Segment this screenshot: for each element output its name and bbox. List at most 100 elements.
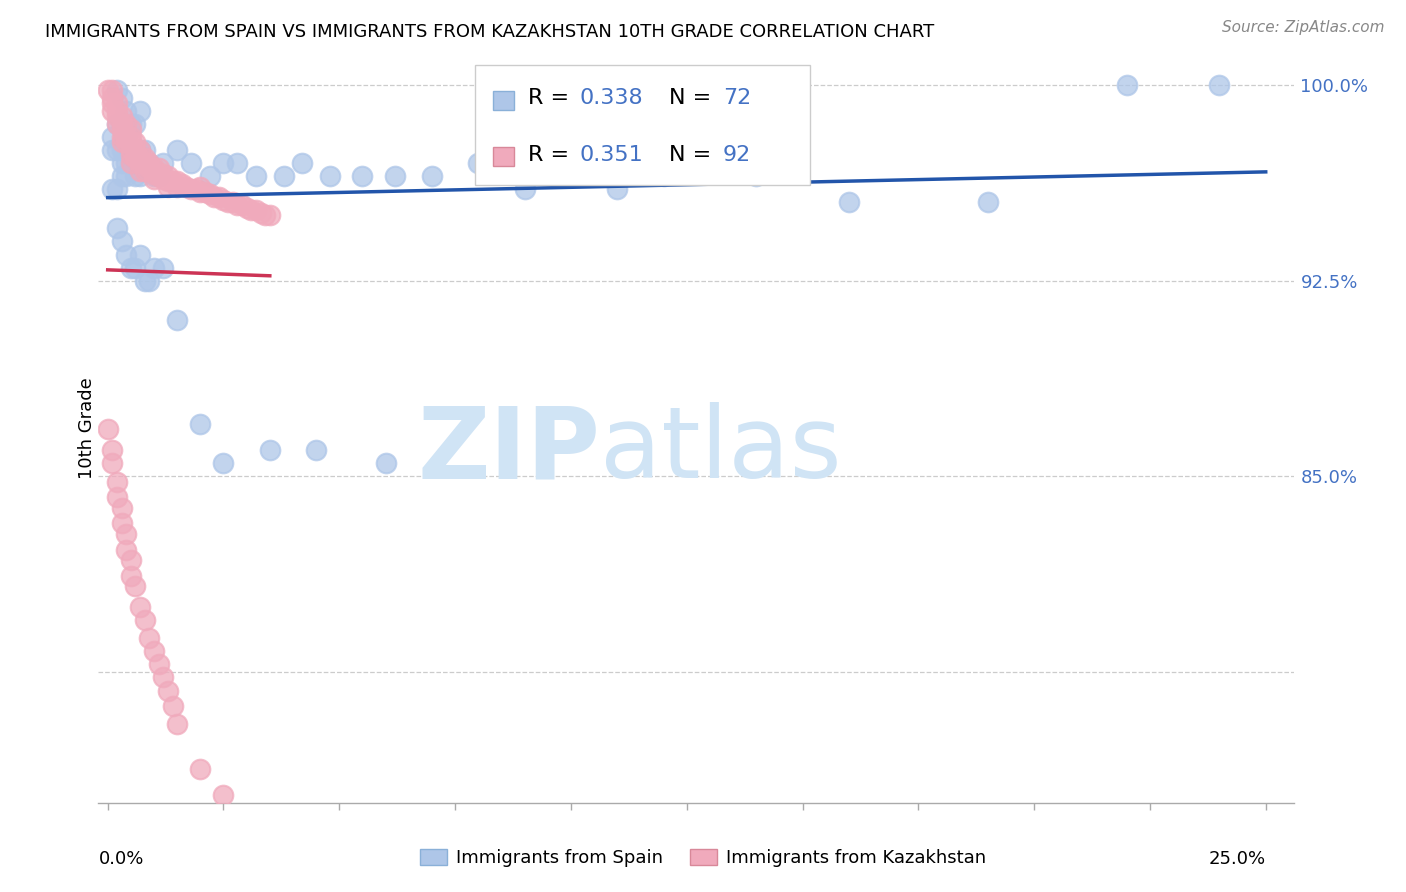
Point: [152, 156, 174, 170]
Point: [222, 195, 245, 210]
Point: [110, 500, 132, 515]
Point: [188, 185, 211, 199]
Text: 72: 72: [723, 88, 751, 109]
Point: [166, 174, 188, 188]
Point: [143, 171, 166, 186]
Point: [245, 203, 267, 218]
Point: [212, 193, 235, 207]
Point: [143, 161, 166, 176]
Point: [101, 182, 124, 196]
Point: [120, 122, 142, 136]
Point: [124, 579, 146, 593]
Point: [115, 527, 138, 541]
Text: IMMIGRANTS FROM SPAIN VS IMMIGRANTS FROM KAZAKHSTAN 10TH GRADE CORRELATION CHART: IMMIGRANTS FROM SPAIN VS IMMIGRANTS FROM…: [45, 23, 934, 41]
Point: [129, 164, 152, 178]
Point: [124, 143, 146, 157]
Y-axis label: 10th Grade: 10th Grade: [79, 377, 96, 479]
Point: [110, 143, 132, 157]
Point: [129, 156, 152, 170]
Point: [156, 174, 179, 188]
Point: [148, 161, 170, 176]
Point: [110, 117, 132, 131]
Point: [115, 169, 138, 184]
Point: [319, 169, 342, 184]
Point: [134, 143, 156, 157]
Point: [115, 117, 138, 131]
Point: [101, 83, 124, 97]
Point: [305, 443, 328, 458]
Point: [120, 568, 142, 582]
Point: [105, 475, 128, 489]
Text: 92: 92: [723, 145, 751, 165]
Point: [129, 103, 152, 118]
Point: [212, 457, 235, 471]
Point: [129, 143, 152, 157]
Point: [101, 443, 124, 458]
Point: [180, 182, 202, 196]
Point: [110, 130, 132, 145]
Point: [148, 169, 170, 184]
Point: [101, 457, 124, 471]
Point: [110, 136, 132, 150]
Point: [120, 148, 142, 162]
Point: [115, 247, 138, 261]
Point: [101, 143, 124, 157]
Point: [217, 195, 239, 210]
Point: [374, 457, 396, 471]
Point: [138, 156, 160, 170]
Point: [115, 130, 138, 145]
Point: [240, 203, 263, 218]
Point: [105, 221, 128, 235]
Point: [129, 247, 152, 261]
Point: [208, 190, 231, 204]
Point: [162, 699, 184, 714]
Point: [120, 553, 142, 567]
Point: [120, 156, 142, 170]
Point: [212, 156, 235, 170]
Point: [198, 187, 221, 202]
Text: R =: R =: [529, 145, 576, 165]
Point: [124, 169, 146, 184]
Point: [352, 169, 374, 184]
Point: [166, 717, 188, 731]
Point: [259, 208, 281, 222]
Point: [129, 169, 152, 184]
Point: [291, 156, 314, 170]
Point: [134, 274, 156, 288]
Point: [198, 169, 221, 184]
Point: [166, 143, 188, 157]
Point: [120, 260, 142, 275]
Point: [120, 143, 142, 157]
Point: [152, 260, 174, 275]
Point: [170, 177, 193, 191]
Point: [245, 169, 267, 184]
Point: [745, 169, 768, 184]
Point: [115, 156, 138, 170]
Point: [188, 179, 211, 194]
Point: [194, 185, 217, 199]
Point: [176, 179, 198, 194]
Point: [156, 683, 179, 698]
Point: [110, 169, 132, 184]
Point: [188, 762, 211, 776]
Point: [105, 491, 128, 505]
Point: [152, 671, 174, 685]
Point: [249, 206, 271, 220]
Point: [1115, 78, 1137, 92]
Point: [152, 167, 174, 181]
Legend: Immigrants from Spain, Immigrants from Kazakhstan: Immigrants from Spain, Immigrants from K…: [412, 841, 994, 874]
Point: [115, 136, 138, 150]
Point: [134, 613, 156, 627]
Point: [110, 122, 132, 136]
Point: [105, 109, 128, 123]
Point: [129, 599, 152, 614]
Point: [124, 156, 146, 170]
Point: [143, 169, 166, 184]
Point: [184, 182, 207, 196]
Point: [156, 169, 179, 184]
Bar: [494, 91, 513, 110]
Point: [101, 91, 124, 105]
Point: [120, 130, 142, 145]
Point: [101, 130, 124, 145]
Point: [259, 443, 281, 458]
